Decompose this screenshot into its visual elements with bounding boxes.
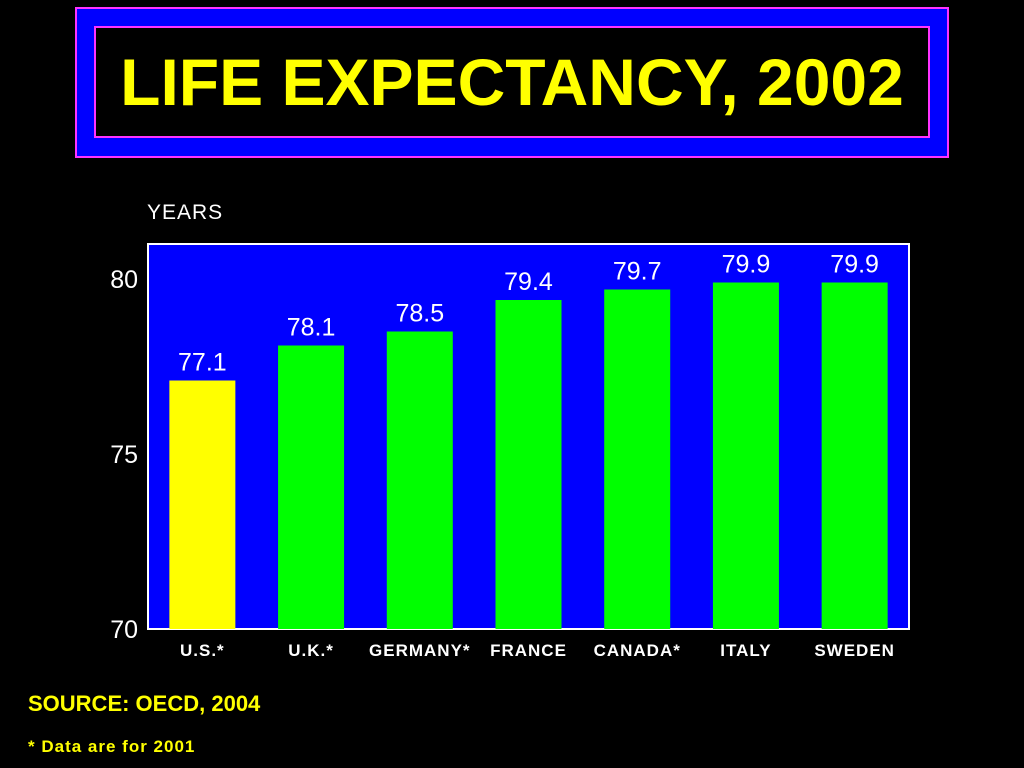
source-note: SOURCE: OECD, 2004: [28, 691, 261, 716]
bar: [169, 380, 236, 629]
x-tick-label: SWEDEN: [814, 641, 895, 660]
data-label: 77.1: [178, 349, 227, 377]
bar: [386, 331, 453, 629]
bar: [712, 282, 779, 629]
y-tick-label: 80: [110, 266, 138, 294]
data-label: 79.4: [504, 268, 553, 296]
bar: [604, 289, 671, 629]
data-label: 78.5: [395, 300, 444, 328]
chart-title: LIFE EXPECTANCY, 2002: [120, 45, 904, 119]
data-label: 79.9: [722, 251, 771, 279]
bar: [278, 345, 345, 629]
x-tick-label: FRANCE: [490, 641, 567, 660]
x-tick-label: GERMANY*: [369, 641, 471, 660]
y-axis-label: YEARS: [147, 201, 224, 224]
data-label: 78.1: [287, 314, 336, 342]
x-tick-label: ITALY: [720, 641, 771, 660]
title-box: LIFE EXPECTANCY, 2002: [94, 26, 930, 138]
footnote: * Data are for 2001: [28, 737, 196, 756]
x-tick-label: U.S.*: [180, 641, 225, 660]
y-tick-label: 70: [110, 616, 138, 644]
bar: [495, 300, 562, 629]
x-tick-label: CANADA*: [594, 641, 681, 660]
bar: [821, 282, 888, 629]
x-tick-label: U.K.*: [288, 641, 334, 660]
data-label: 79.7: [613, 258, 662, 286]
y-tick-label: 75: [110, 441, 138, 469]
data-label: 79.9: [830, 251, 879, 279]
